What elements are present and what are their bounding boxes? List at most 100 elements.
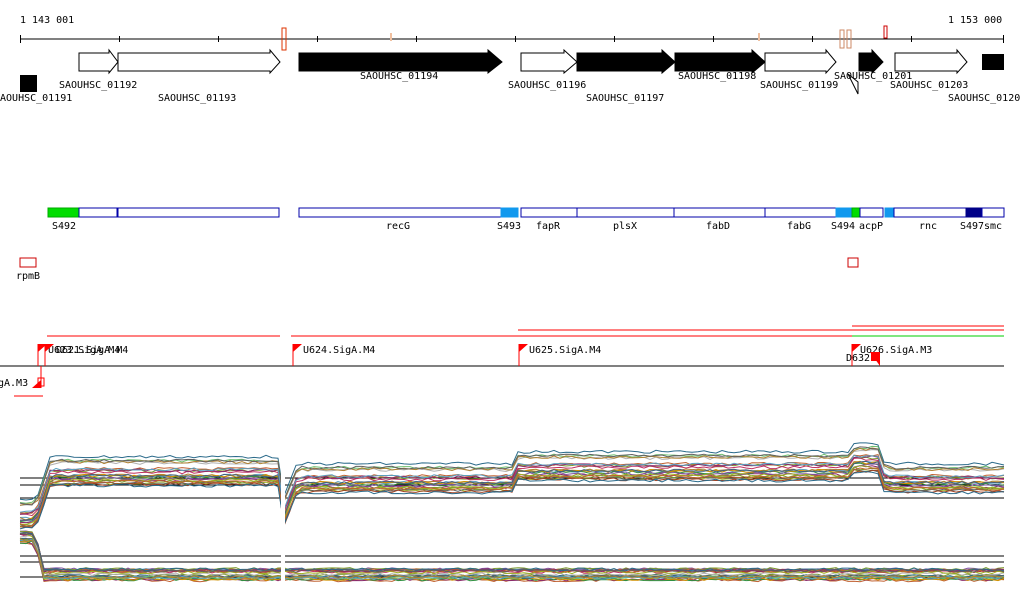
feature-label: recG bbox=[386, 221, 410, 232]
feature-label: S493 bbox=[497, 221, 521, 232]
promoter-u626[interactable]: U626.SigA.M3 bbox=[851, 344, 932, 366]
feature-label: smc bbox=[984, 221, 1002, 232]
promoter-label: gA.M3 bbox=[0, 378, 28, 389]
expression-reference-lines bbox=[20, 477, 1004, 578]
terminator-box[interactable] bbox=[19, 257, 37, 268]
ruler-marker bbox=[846, 29, 852, 49]
ruler-marker bbox=[883, 25, 888, 39]
gene-saouhsc-01193[interactable]: SAOUHSC_01193 bbox=[117, 48, 281, 104]
gene-label: SAOUHSC_01198 bbox=[678, 71, 756, 82]
gene-label: SAOUHSC_01203 bbox=[890, 80, 968, 91]
feature-box[interactable] bbox=[520, 207, 578, 218]
feature-label: S494 bbox=[831, 221, 855, 232]
expression-trace bbox=[19, 457, 1005, 517]
expression-trace bbox=[19, 454, 1005, 513]
feature-box[interactable] bbox=[500, 207, 519, 218]
feature-label: plsX bbox=[613, 221, 637, 232]
feature-box[interactable] bbox=[673, 207, 766, 218]
expression-profiles-lower bbox=[19, 530, 1005, 583]
expression-trace bbox=[19, 442, 1005, 501]
gene-label: SAOUHSC_01192 bbox=[59, 80, 137, 91]
gene-saouhsc-01198[interactable]: SAOUHSC_01198 bbox=[674, 48, 766, 82]
profile-gap bbox=[281, 440, 285, 600]
terminator-label: rpmB bbox=[16, 271, 40, 282]
feature-box[interactable] bbox=[893, 207, 967, 218]
gene-reverse-fragment bbox=[847, 73, 859, 95]
gene-saouhsc-01197[interactable]: SAOUHSC_01197 bbox=[576, 48, 676, 104]
expression-trace bbox=[19, 533, 1005, 575]
expression-trace bbox=[19, 447, 1005, 506]
gene-saouhsc-0120x[interactable]: SAOUHSC_0120 bbox=[948, 54, 1020, 104]
gene-saouhsc-01199[interactable]: SAOUHSC_01199 bbox=[760, 48, 838, 91]
ruler-start-label: 1 143 001 bbox=[20, 15, 74, 26]
promoter-u625[interactable]: U625.SigA.M4 bbox=[518, 344, 601, 366]
terminator-track: rpmB bbox=[16, 257, 859, 282]
gene-saouhsc-01191[interactable]: SAOUHSC_01191 bbox=[0, 75, 72, 104]
expression-trace bbox=[19, 533, 1005, 574]
expression-trace bbox=[19, 532, 1005, 573]
feature-box[interactable] bbox=[965, 207, 983, 218]
gene-saouhsc-01194[interactable]: SAOUHSC_01194 bbox=[298, 48, 503, 82]
gene-saouhsc-01192[interactable]: SAOUHSC_01192 bbox=[59, 48, 137, 91]
promoter-d621[interactable]: D621.SigA.M4 bbox=[44, 344, 128, 366]
coordinate-ruler: 1 143 001 1 153 000 bbox=[20, 15, 1004, 51]
gene-label: SAOUHSC_01193 bbox=[158, 93, 236, 104]
expression-trace bbox=[19, 467, 1005, 527]
ruler-marker bbox=[758, 33, 760, 41]
feature-box[interactable] bbox=[851, 207, 861, 218]
promoter-label: U625.SigA.M4 bbox=[529, 345, 601, 356]
promoter-label: U626.SigA.M3 bbox=[860, 345, 932, 356]
feature-box[interactable] bbox=[576, 207, 675, 218]
feature-box[interactable] bbox=[78, 207, 118, 218]
feature-box[interactable] bbox=[117, 207, 280, 218]
feature-box[interactable] bbox=[835, 207, 853, 218]
terminator-box[interactable] bbox=[847, 257, 859, 268]
gene-saouhsc-01203[interactable]: SAOUHSC_01203 bbox=[890, 48, 968, 91]
ruler-end-label: 1 153 000 bbox=[948, 15, 1002, 26]
expression-profiles-upper bbox=[19, 442, 1005, 530]
expression-trace bbox=[19, 531, 1005, 573]
feature-label: S492 bbox=[52, 221, 76, 232]
expression-trace bbox=[19, 532, 1005, 572]
expression-trace bbox=[19, 446, 1005, 506]
expression-trace bbox=[19, 530, 1005, 572]
feature-label: rnc bbox=[919, 221, 937, 232]
promoter-antisense[interactable]: gA.M3 bbox=[0, 366, 45, 397]
gene-label: SAOUHSC_01196 bbox=[508, 80, 586, 91]
promoter-label: U624.SigA.M4 bbox=[303, 345, 375, 356]
gene-saouhsc-01201[interactable]: SAOUHSC_01201 bbox=[834, 48, 912, 82]
ruler-ticks bbox=[20, 35, 1004, 43]
expression-trace bbox=[19, 532, 1005, 574]
feature-label: fabG bbox=[787, 221, 811, 232]
gene-saouhsc-01196[interactable]: SAOUHSC_01196 bbox=[508, 48, 586, 91]
gene-track: SAOUHSC_01191 SAOUHSC_01192 SAOUHSC_0119… bbox=[0, 48, 1020, 104]
expression-trace bbox=[19, 532, 1005, 573]
expression-trace bbox=[19, 530, 1005, 572]
promoter-label: U623.SigA.M4 bbox=[48, 345, 120, 356]
promoter-label: D632 bbox=[846, 353, 870, 364]
feature-label: S497 bbox=[960, 221, 984, 232]
feature-box[interactable] bbox=[859, 207, 884, 218]
expression-trace bbox=[19, 471, 1005, 530]
feature-track: S492 recG S493 fapR plsX fabD fabG S494 … bbox=[47, 207, 1005, 232]
gene-label: SAOUHSC_01199 bbox=[760, 80, 838, 91]
expression-profile-plot bbox=[19, 440, 1005, 600]
promoter-u624[interactable]: U624.SigA.M4 bbox=[292, 344, 375, 366]
feature-box[interactable] bbox=[981, 207, 1005, 218]
feature-box[interactable] bbox=[298, 207, 502, 218]
feature-box[interactable] bbox=[47, 207, 80, 218]
gene-label: SAOUHSC_01197 bbox=[586, 93, 664, 104]
gene-label: SAOUHSC_01191 bbox=[0, 93, 72, 104]
gene-label: SAOUHSC_01201 bbox=[834, 71, 912, 82]
promoter-label: D621.SigA.M4 bbox=[56, 345, 128, 356]
expression-trace bbox=[19, 538, 1005, 579]
feature-box[interactable] bbox=[764, 207, 837, 218]
gene-label: SAOUHSC_01194 bbox=[360, 71, 438, 82]
feature-label: fabD bbox=[706, 221, 730, 232]
expression-trace bbox=[19, 532, 1005, 573]
feature-box[interactable] bbox=[884, 207, 895, 218]
expression-trace bbox=[19, 460, 1005, 521]
promoter-d632[interactable]: D632 bbox=[846, 352, 880, 366]
expression-trace bbox=[19, 531, 1005, 573]
